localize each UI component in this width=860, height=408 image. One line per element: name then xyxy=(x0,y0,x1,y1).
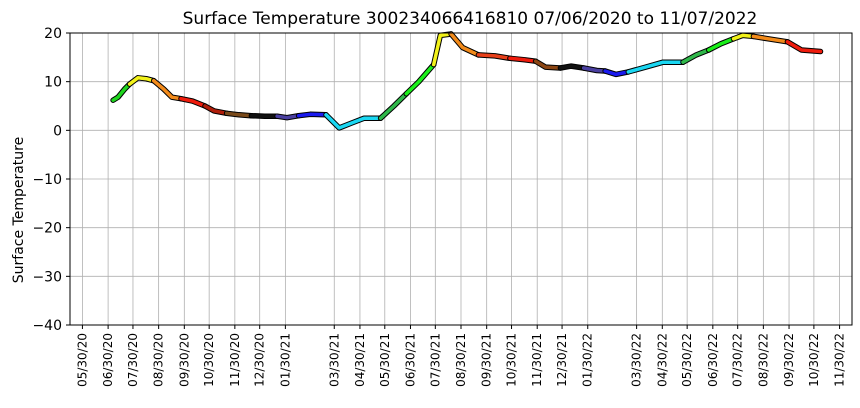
x-tick-label: 07/30/21 xyxy=(428,333,442,387)
x-tick-label: 03/30/21 xyxy=(327,333,341,387)
x-tick-label: 10/30/20 xyxy=(202,333,216,387)
series-line-12 xyxy=(431,32,453,67)
x-ticks: 05/30/20 06/30/20 07/30/20 08/30/20 09/30/20… xyxy=(75,325,847,387)
x-tick-label: 06/30/20 xyxy=(101,333,115,387)
series-line-5 xyxy=(224,111,254,118)
x-tick-label: 06/30/21 xyxy=(403,333,417,387)
series-line-11 xyxy=(404,62,436,96)
y-tick-label: 0 xyxy=(53,123,62,139)
y-tick-label: 10 xyxy=(44,75,62,91)
series-line-3 xyxy=(179,96,207,108)
x-tick-label: 04/30/22 xyxy=(655,333,669,387)
series-line-4 xyxy=(203,104,229,116)
x-tick-label: 11/30/22 xyxy=(833,333,847,387)
data-series xyxy=(110,31,824,131)
y-tick-label: −30 xyxy=(32,269,62,285)
x-tick-label: 12/30/20 xyxy=(253,333,267,387)
x-tick-label: 07/30/22 xyxy=(731,333,745,387)
series-line-8 xyxy=(296,112,328,118)
series-line-6 xyxy=(249,113,279,118)
x-tick-label: 10/30/22 xyxy=(807,333,821,387)
series-line-16 xyxy=(533,59,563,70)
x-tick-label: 05/30/20 xyxy=(75,333,89,387)
x-tick-label: 01/30/21 xyxy=(278,333,292,387)
x-tick-label: 09/30/21 xyxy=(480,333,494,387)
x-tick-label: 05/30/21 xyxy=(378,333,392,387)
x-tick-label: 05/30/22 xyxy=(680,333,694,387)
x-tick-label: 09/30/20 xyxy=(177,333,191,387)
series-line-10 xyxy=(378,92,409,120)
x-tick-label: 11/30/20 xyxy=(228,333,242,387)
series-line-15 xyxy=(508,56,538,63)
x-tick-label: 10/30/21 xyxy=(505,333,519,387)
series-line-0 xyxy=(111,82,132,102)
series-line-13 xyxy=(449,32,481,57)
series-line-2 xyxy=(151,78,183,101)
y-tick-label: −40 xyxy=(32,318,62,334)
chart-title: Surface Temperature 300234066416810 07/0… xyxy=(183,9,758,29)
series-line-24 xyxy=(751,34,790,44)
series-line-1 xyxy=(127,76,156,86)
x-tick-label: 08/30/20 xyxy=(152,333,166,387)
x-tick-label: 12/30/21 xyxy=(555,333,569,387)
series-line-22 xyxy=(706,37,736,52)
y-axis-label: Surface Temperature xyxy=(11,137,27,283)
x-tick-label: 08/30/21 xyxy=(454,333,468,387)
series-line-7 xyxy=(275,113,301,120)
x-tick-label: 01/30/22 xyxy=(581,333,595,387)
series-line-9 xyxy=(324,113,383,130)
series-line-21 xyxy=(681,48,711,64)
x-tick-label: 07/30/20 xyxy=(126,333,140,387)
x-tick-label: 06/30/22 xyxy=(706,333,720,387)
x-tick-label: 08/30/22 xyxy=(756,333,770,387)
series-line-14 xyxy=(476,53,512,61)
y-ticks: −40 −30 −20 −10 0 10 20 xyxy=(32,26,70,334)
grid-lines xyxy=(70,32,852,326)
series-line-20 xyxy=(626,60,685,74)
series-line-25 xyxy=(785,40,823,54)
series-line-19 xyxy=(603,69,631,77)
y-tick-label: −20 xyxy=(32,221,62,237)
series-line-23 xyxy=(731,33,756,41)
x-tick-label: 11/30/21 xyxy=(530,333,544,387)
y-tick-label: −10 xyxy=(32,172,62,188)
x-tick-label: 04/30/21 xyxy=(353,333,367,387)
x-tick-label: 09/30/22 xyxy=(782,333,796,387)
x-tick-label: 03/30/22 xyxy=(630,333,644,387)
y-tick-label: 20 xyxy=(44,26,62,42)
series-line-17 xyxy=(558,64,586,70)
